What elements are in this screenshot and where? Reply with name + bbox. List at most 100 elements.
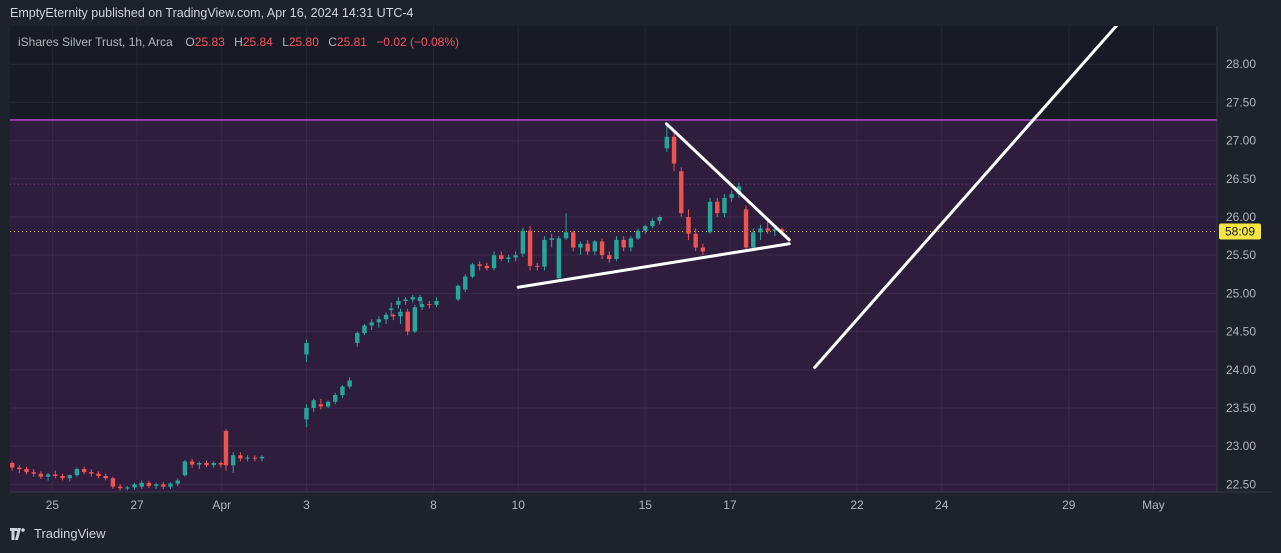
close-value: 25.81	[336, 35, 367, 49]
candle	[621, 239, 626, 248]
candle	[218, 462, 224, 465]
candle	[182, 461, 188, 476]
tradingview-logo-icon	[10, 527, 25, 540]
price-tick-label: 24.00	[1226, 363, 1256, 377]
candle	[650, 220, 655, 227]
candle	[643, 226, 648, 231]
drawings-layer	[516, 26, 1119, 369]
candle	[434, 301, 439, 305]
candle	[571, 232, 576, 248]
candle	[153, 484, 159, 486]
candle	[491, 255, 497, 269]
candle	[304, 343, 309, 355]
candle	[89, 472, 94, 474]
candle	[527, 230, 533, 266]
tradingview-footer[interactable]: TradingView	[10, 526, 106, 541]
candle	[74, 469, 80, 476]
time-tick-label: 27	[130, 498, 144, 512]
candle	[325, 401, 331, 407]
candle	[391, 314, 396, 317]
candle	[693, 233, 698, 248]
candle	[132, 484, 137, 488]
candle	[715, 201, 720, 214]
price-tick-label: 27.00	[1226, 134, 1256, 148]
price-tick-label: 27.50	[1226, 95, 1256, 109]
candle	[657, 216, 662, 221]
candle	[772, 229, 778, 231]
axes-layer: 28.00 27.50 27.00 26.50 26.00 25.50 25.00 24.50…	[10, 26, 1272, 520]
candle	[470, 264, 475, 277]
price-tick-label: 22.50	[1226, 477, 1256, 491]
candle	[369, 322, 374, 326]
candle	[592, 241, 598, 252]
candle	[664, 136, 670, 149]
candle	[340, 386, 345, 395]
candle	[455, 285, 461, 300]
candle	[556, 238, 562, 279]
price-tick-label: 26.00	[1226, 210, 1256, 224]
price-tag-label: 58:09	[1225, 224, 1255, 238]
candle	[578, 243, 583, 248]
price-tick-label: 28.00	[1226, 57, 1256, 71]
price-tick-label: 25.50	[1226, 248, 1256, 262]
candle	[67, 475, 72, 479]
tradingview-brand: TradingView	[34, 526, 106, 541]
candle	[189, 461, 195, 465]
candle	[223, 430, 229, 466]
candle	[347, 380, 352, 387]
candle	[412, 307, 418, 332]
candle	[10, 462, 15, 468]
change-value: −0.02 (−0.08%)	[376, 35, 460, 49]
chart-frame[interactable]: 28.00 27.50 27.00 26.50 26.00 25.50 25.00 24.50…	[10, 26, 1272, 520]
price-chart[interactable]: 28.00 27.50 27.00 26.50 26.00 25.50 25.00 24.50…	[10, 26, 1272, 520]
candle	[161, 484, 166, 487]
candle	[383, 314, 389, 320]
candle	[563, 232, 569, 239]
price-tick-label: 26.50	[1226, 172, 1256, 186]
candle	[599, 241, 605, 256]
candle	[146, 482, 152, 486]
candle	[628, 238, 634, 248]
candle	[204, 462, 209, 466]
candle	[230, 455, 236, 466]
candle	[117, 486, 123, 489]
candle	[520, 230, 526, 254]
purple-zone-layer	[10, 119, 1217, 493]
time-tick-label: 24	[935, 498, 949, 512]
candle	[333, 394, 338, 402]
candle	[427, 304, 432, 306]
close-label: C	[328, 35, 337, 49]
candle	[81, 469, 87, 473]
price-tag	[1219, 223, 1261, 240]
candle	[139, 482, 144, 487]
time-tick-label: 17	[723, 498, 737, 512]
symbol-legend[interactable]: iShares Silver Trust, 1h, Arca O25.83 H2…	[18, 35, 465, 49]
grid-layer	[10, 26, 1217, 492]
candle	[311, 400, 316, 408]
candle	[60, 475, 65, 479]
candle	[388, 308, 394, 311]
candle	[542, 239, 547, 267]
candle	[245, 457, 250, 459]
time-tick-label: 10	[512, 498, 526, 512]
high-value: 25.84	[242, 35, 273, 49]
candle	[31, 472, 36, 474]
candle	[398, 311, 403, 317]
price-tick-label: 23.00	[1226, 439, 1256, 453]
candle	[779, 229, 785, 232]
time-tick-label: May	[1142, 498, 1165, 512]
trendline-triangle-lower	[516, 242, 791, 289]
time-tick-label: 15	[639, 498, 653, 512]
candle	[168, 483, 173, 487]
candle	[614, 239, 619, 259]
time-tick-label: 29	[1062, 498, 1076, 512]
candle	[671, 136, 677, 164]
open-value: 25.83	[194, 35, 225, 49]
candle	[635, 230, 641, 239]
candle	[513, 255, 518, 258]
open-label: O	[185, 35, 195, 49]
candle	[463, 276, 468, 290]
candle	[304, 407, 309, 420]
candle	[410, 297, 415, 300]
candle	[707, 201, 713, 233]
